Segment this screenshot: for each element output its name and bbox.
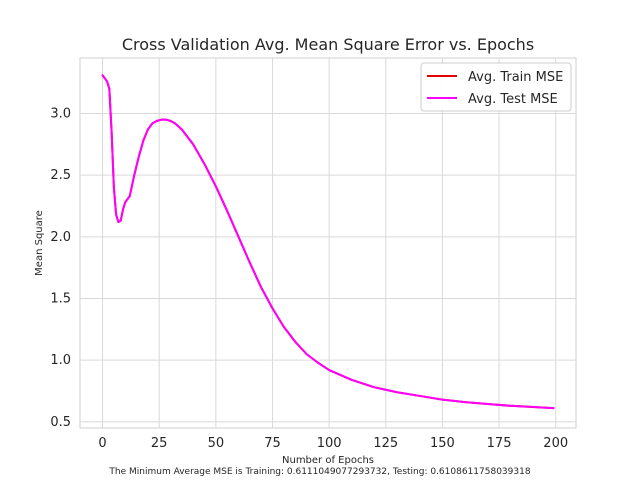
legend-test-label: Avg. Test MSE bbox=[468, 92, 558, 107]
legend-box bbox=[420, 62, 572, 112]
x-tick-label: 0 bbox=[98, 436, 106, 451]
chart-title: Cross Validation Avg. Mean Square Error … bbox=[122, 35, 534, 54]
x-tick-label: 25 bbox=[151, 436, 168, 451]
series-layer bbox=[101, 74, 555, 410]
x-tick-label: 175 bbox=[487, 436, 512, 451]
y-tick-label: 2.0 bbox=[50, 230, 71, 245]
y-axis-title: Mean Square bbox=[34, 210, 45, 276]
x-tick-label: 50 bbox=[208, 436, 225, 451]
x-axis-title: Number of Epochs bbox=[282, 455, 374, 466]
y-tick-label: 3.0 bbox=[50, 107, 71, 122]
x-tick-label: 75 bbox=[264, 436, 281, 451]
x-tick-label: 200 bbox=[543, 436, 568, 451]
test-mse-line bbox=[101, 74, 555, 410]
y-tick-label: 1.0 bbox=[50, 353, 71, 368]
legend-train-label: Avg. Train MSE bbox=[468, 70, 563, 85]
y-tick-label: 0.5 bbox=[50, 415, 71, 430]
y-tick-label: 1.5 bbox=[50, 292, 71, 307]
x-tick-label: 150 bbox=[430, 436, 455, 451]
legend: Avg. Train MSE Avg. Test MSE bbox=[420, 62, 572, 112]
x-tick-label: 100 bbox=[317, 436, 342, 451]
x-tick-label: 125 bbox=[373, 436, 398, 451]
footnote: The Minimum Average MSE is Training: 0.6… bbox=[108, 467, 530, 477]
tick-layer: 0 25 50 75 100 125 150 175 200 0.5 1.0 1.5 2.0 2.5 3.0 bbox=[50, 107, 568, 452]
grid-layer bbox=[80, 58, 576, 428]
y-tick-label: 2.5 bbox=[50, 168, 71, 183]
